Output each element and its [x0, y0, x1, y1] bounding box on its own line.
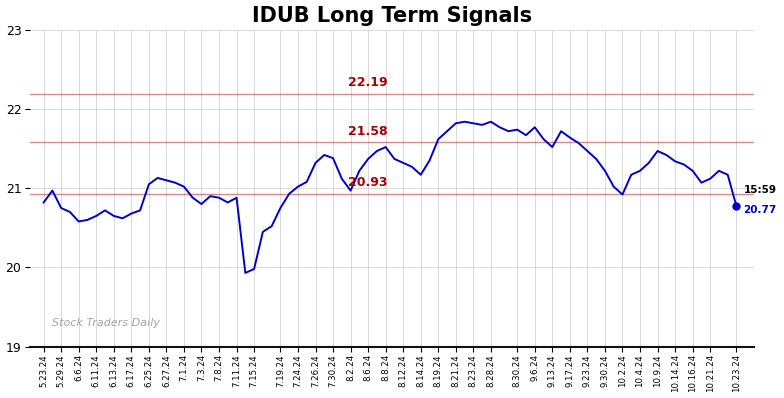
Text: 21.58: 21.58 [348, 125, 388, 138]
Title: IDUB Long Term Signals: IDUB Long Term Signals [252, 6, 532, 25]
Text: 22.19: 22.19 [348, 76, 388, 89]
Text: Stock Traders Daily: Stock Traders Daily [53, 318, 160, 328]
Text: 20.77: 20.77 [743, 205, 777, 215]
Text: 20.93: 20.93 [348, 176, 388, 189]
Text: 15:59: 15:59 [743, 185, 776, 195]
